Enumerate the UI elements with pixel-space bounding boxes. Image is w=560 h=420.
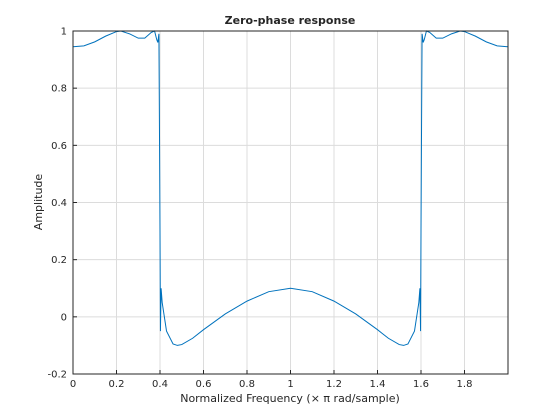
chart-title: Zero-phase response [225,14,356,27]
y-axis-label: Amplitude [32,174,45,231]
y-tick-label: 0.4 [51,198,67,209]
y-tick-label: 1 [61,27,67,38]
x-tick-label: 1 [287,379,293,390]
ticks: 0 0.2 0.4 0.6 0.8 1 1.2 1.4 1.6 1.8-0.200.20.40.6… [47,27,472,391]
y-tick-label: -0.2 [47,370,67,381]
y-tick-label: 0.6 [51,141,67,152]
x-tick-label: 0 [70,379,76,390]
x-tick-label: 0.6 [196,379,212,390]
y-tick-label: 0 [61,312,67,323]
x-tick-label: 1.4 [370,379,386,390]
x-axis-label: Normalized Frequency (× π rad/sample) [180,392,400,405]
x-tick-label: 1.8 [457,379,473,390]
x-tick-label: 1.6 [413,379,429,390]
y-tick-label: 0.2 [51,255,67,266]
y-tick-label: 0.8 [51,84,67,95]
x-tick-label: 1.2 [326,379,342,390]
data-line [72,30,508,346]
x-tick-label: 0.2 [109,379,125,390]
x-tick-label: 0.8 [239,379,255,390]
lines [72,30,508,346]
x-tick-label: 0.4 [152,379,168,390]
